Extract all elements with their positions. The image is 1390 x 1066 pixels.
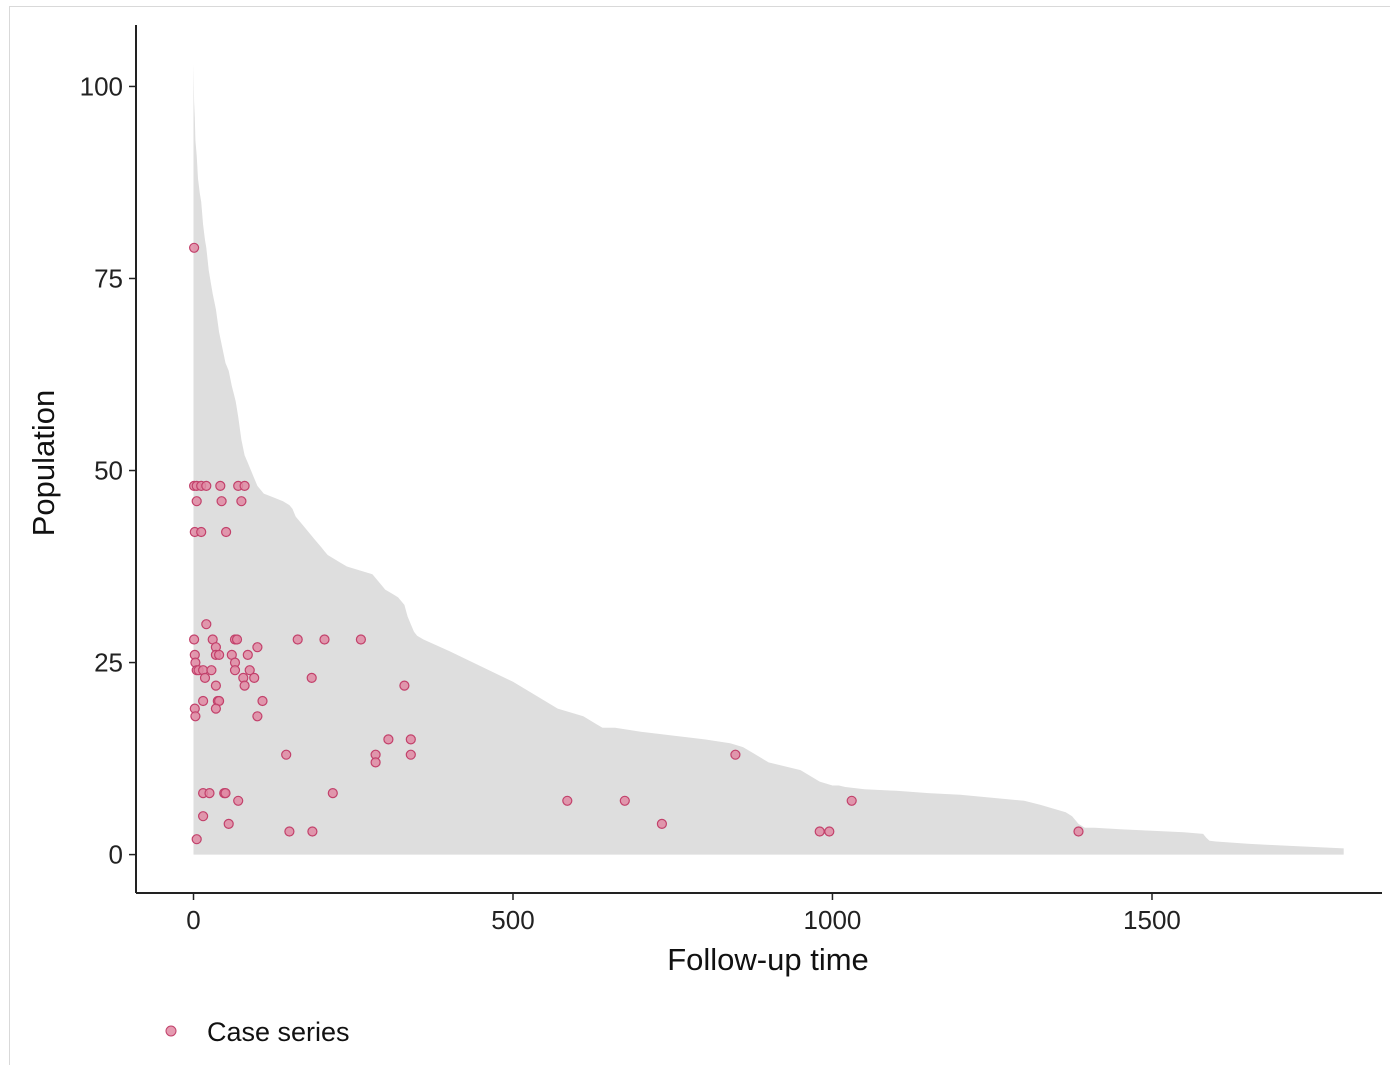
case-series-point <box>253 712 262 721</box>
case-series-point <box>190 635 199 644</box>
y-axis-title: Population <box>26 390 61 537</box>
case-series-point <box>384 735 393 744</box>
chart-frame: 0 25 50 75 100 0 500 1000 1500 Follow-up time P… <box>9 6 1390 1065</box>
case-series-point <box>406 735 415 744</box>
case-series-point <box>847 796 856 805</box>
case-series-point <box>293 635 302 644</box>
x-axis-ticks: 0 500 1000 1500 <box>186 893 1181 935</box>
case-series-point <box>825 827 834 836</box>
y-tick-label: 100 <box>80 71 123 101</box>
x-tick-label: 500 <box>491 905 534 935</box>
case-series-point <box>563 796 572 805</box>
case-series-point <box>320 635 329 644</box>
case-series-point <box>197 528 206 537</box>
case-series-point <box>222 528 231 537</box>
case-series-point <box>307 673 316 682</box>
case-series-point <box>190 243 199 252</box>
case-series-point <box>201 673 210 682</box>
y-tick-label: 50 <box>94 456 123 486</box>
case-series-point <box>205 789 214 798</box>
case-series-point <box>406 750 415 759</box>
y-axis-ticks: 0 25 50 75 100 <box>80 71 136 869</box>
case-series-point <box>308 827 317 836</box>
case-series-point <box>202 620 211 629</box>
population-area-layer <box>194 63 1344 854</box>
case-series-point <box>371 758 380 767</box>
legend: Case series <box>166 1017 350 1047</box>
case-series-point <box>240 681 249 690</box>
case-series-point <box>240 481 249 490</box>
case-series-point <box>253 643 262 652</box>
x-tick-label: 1000 <box>804 905 862 935</box>
case-series-point <box>199 697 208 706</box>
case-series-point <box>233 635 242 644</box>
case-series-point <box>237 497 246 506</box>
case-series-point <box>192 497 201 506</box>
case-series-point <box>215 650 224 659</box>
x-tick-label: 1500 <box>1123 905 1181 935</box>
case-series-point <box>199 812 208 821</box>
case-series-point <box>221 789 230 798</box>
case-series-point <box>211 704 220 713</box>
legend-key-case-series <box>166 1026 176 1036</box>
case-series-point <box>202 481 211 490</box>
case-series-point <box>328 789 337 798</box>
case-series-point <box>216 481 225 490</box>
y-tick-label: 0 <box>109 840 123 870</box>
case-series-point <box>657 819 666 828</box>
case-series-point <box>400 681 409 690</box>
case-series-point <box>207 666 216 675</box>
x-axis-title: Follow-up time <box>667 942 869 977</box>
legend-label-case-series: Case series <box>207 1017 350 1047</box>
scatter-chart: 0 25 50 75 100 0 500 1000 1500 Follow-up time P… <box>10 7 1390 1066</box>
case-series-point <box>356 635 365 644</box>
case-series-point <box>224 819 233 828</box>
case-series-point <box>620 796 629 805</box>
case-series-point <box>815 827 824 836</box>
case-series-point <box>731 750 740 759</box>
population-area <box>194 63 1344 854</box>
case-series-point <box>285 827 294 836</box>
case-series-point <box>234 796 243 805</box>
case-series-point <box>250 673 259 682</box>
case-series-point <box>211 681 220 690</box>
case-series-point <box>192 835 201 844</box>
case-series-point <box>217 497 226 506</box>
case-series-point <box>231 666 240 675</box>
y-tick-label: 75 <box>94 263 123 293</box>
case-series-point <box>258 697 267 706</box>
case-series-point <box>1074 827 1083 836</box>
x-tick-label: 0 <box>186 905 200 935</box>
case-series-point <box>282 750 291 759</box>
case-series-point <box>191 712 200 721</box>
y-tick-label: 25 <box>94 648 123 678</box>
case-series-point <box>243 650 252 659</box>
